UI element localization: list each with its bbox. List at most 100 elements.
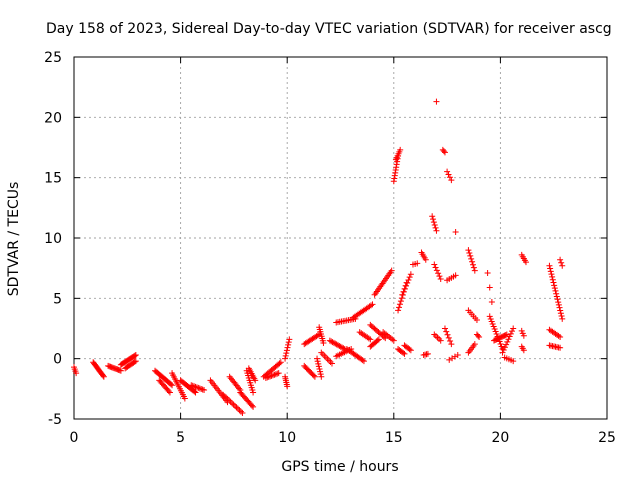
data-point: [491, 325, 498, 332]
data-point: [448, 177, 455, 184]
data-point: [554, 296, 561, 303]
data-point: [555, 301, 562, 308]
data-point: [475, 332, 482, 339]
data-points-layer: [71, 98, 566, 416]
y-tick-label: -5: [48, 412, 62, 428]
data-point: [314, 355, 321, 362]
data-point: [318, 373, 325, 380]
data-point: [181, 395, 188, 402]
data-point: [367, 336, 374, 343]
data-point: [557, 333, 564, 340]
data-point: [167, 381, 174, 388]
data-point: [166, 389, 173, 396]
data-point: [272, 371, 279, 378]
data-point: [286, 336, 293, 343]
data-point: [469, 258, 476, 265]
data-point: [315, 363, 322, 370]
data-point: [406, 274, 413, 281]
data-point: [520, 347, 527, 354]
data-point: [250, 389, 257, 396]
data-point: [227, 398, 234, 405]
data-point: [269, 372, 276, 379]
data-point: [317, 368, 324, 375]
data-point: [277, 359, 284, 366]
data-point: [396, 301, 403, 308]
data-point: [553, 290, 560, 297]
data-point: [284, 344, 291, 351]
data-point: [522, 259, 529, 266]
data-point: [441, 149, 448, 156]
data-point: [510, 358, 517, 365]
data-point: [430, 219, 437, 226]
data-point: [488, 298, 495, 305]
data-point: [400, 288, 407, 295]
data-point: [233, 404, 240, 411]
data-point: [551, 282, 558, 289]
data-point: [441, 325, 448, 332]
data-point: [414, 260, 421, 267]
data-point: [437, 276, 444, 283]
data-point: [232, 403, 239, 410]
data-point: [360, 358, 367, 365]
data-point: [359, 357, 366, 364]
data-point: [509, 328, 516, 335]
data-point: [322, 354, 329, 361]
data-point: [236, 407, 243, 414]
x-tick-label: 15: [385, 430, 403, 446]
data-point: [265, 373, 272, 380]
data-point: [400, 349, 407, 356]
data-point: [316, 366, 323, 373]
data-point: [473, 317, 480, 324]
data-point: [557, 310, 564, 317]
data-point: [283, 350, 290, 357]
data-point: [100, 372, 107, 379]
data-point: [432, 333, 439, 340]
data-point: [314, 358, 321, 365]
data-point: [490, 323, 497, 330]
data-point: [467, 252, 474, 259]
data-point: [434, 334, 441, 341]
data-point: [319, 351, 326, 358]
data-point: [325, 357, 332, 364]
data-point: [431, 331, 438, 338]
data-point: [399, 291, 406, 298]
data-point: [318, 349, 325, 356]
data-point: [236, 385, 243, 392]
data-point: [429, 213, 436, 220]
data-point: [402, 282, 409, 289]
data-point: [274, 370, 281, 377]
data-point: [443, 328, 450, 335]
data-point: [369, 301, 376, 308]
data-point: [547, 265, 554, 272]
data-point: [375, 336, 382, 343]
data-point: [497, 341, 504, 348]
data-point: [466, 249, 473, 256]
data-point: [431, 221, 438, 228]
data-point: [327, 358, 334, 365]
data-point: [268, 372, 275, 379]
data-point: [193, 384, 200, 391]
data-point: [284, 383, 291, 390]
data-point: [320, 339, 327, 346]
grid-layer: [74, 57, 607, 419]
data-point: [248, 402, 255, 409]
data-point: [520, 332, 527, 339]
data-point: [282, 355, 289, 362]
data-point: [436, 336, 443, 343]
data-point: [446, 174, 453, 181]
data-point: [424, 350, 431, 357]
data-point: [507, 330, 514, 337]
data-point: [100, 373, 107, 380]
data-point: [546, 262, 553, 269]
data-point: [469, 261, 476, 268]
data-point: [471, 267, 478, 274]
data-point: [499, 349, 506, 356]
data-point: [401, 350, 408, 357]
data-point: [390, 337, 397, 344]
data-point: [196, 385, 203, 392]
data-point: [549, 273, 556, 280]
data-point: [454, 352, 461, 359]
data-point: [486, 313, 493, 320]
data-point: [471, 341, 478, 348]
